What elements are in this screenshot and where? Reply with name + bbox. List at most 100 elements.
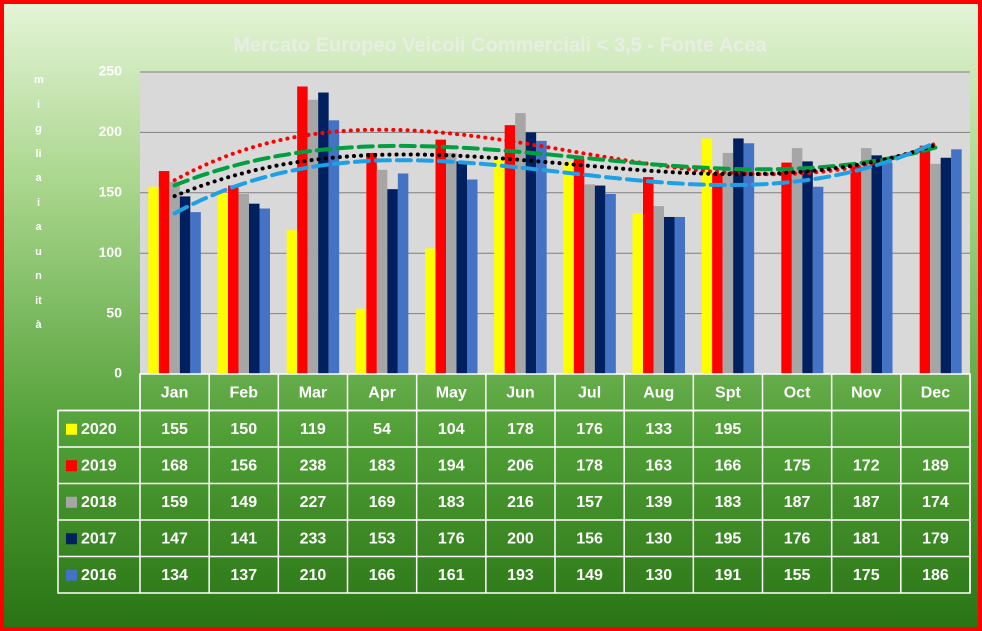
bar	[733, 138, 744, 374]
bar	[850, 166, 861, 374]
legend-label: 2020	[81, 421, 117, 438]
bar	[573, 158, 585, 374]
bar	[515, 113, 526, 375]
bar	[632, 213, 643, 374]
table-value: 172	[853, 457, 880, 474]
table-value: 139	[645, 494, 672, 511]
table-value: 161	[438, 567, 465, 584]
table-value: 163	[645, 457, 672, 474]
legend-key	[66, 460, 77, 472]
y-tick-label: 200	[99, 123, 123, 139]
bar	[366, 152, 377, 374]
bar	[249, 203, 260, 374]
bar	[238, 194, 249, 374]
x-tick-label: Nov	[851, 384, 881, 401]
bar	[605, 194, 616, 374]
x-tick-label: May	[436, 384, 467, 401]
table-value: 176	[784, 530, 811, 547]
table-value: 178	[507, 421, 534, 438]
table-value: 189	[922, 457, 949, 474]
table-value: 187	[784, 494, 811, 511]
y-tick-label: 250	[99, 63, 123, 79]
table-value: 137	[230, 567, 257, 584]
bar	[584, 184, 595, 374]
bar	[940, 157, 952, 374]
y-tick-label: 0	[114, 365, 122, 381]
table-value: 119	[300, 421, 326, 438]
y-tick-label: 50	[106, 304, 122, 320]
bar	[802, 161, 813, 374]
x-tick-label: Feb	[230, 384, 259, 401]
bar	[871, 155, 882, 374]
bar	[446, 152, 457, 374]
table-value: 193	[507, 567, 534, 584]
bar	[594, 185, 606, 374]
table-value: 166	[369, 567, 396, 584]
trendline	[172, 143, 938, 188]
bar	[701, 138, 713, 374]
table-value: 150	[230, 421, 257, 438]
bar	[812, 186, 824, 374]
x-tick-label: Jul	[578, 384, 601, 401]
table-value: 174	[922, 494, 949, 511]
table-value: 176	[438, 530, 465, 547]
x-tick-label: Spt	[715, 384, 741, 401]
bar	[179, 196, 191, 374]
table-value: 187	[853, 494, 880, 511]
bar	[504, 125, 516, 374]
bar	[643, 177, 654, 374]
plot-area	[140, 72, 970, 374]
table-value: 176	[576, 421, 603, 438]
bar	[467, 179, 478, 374]
table-value: 130	[645, 530, 672, 547]
table-value: 216	[507, 494, 534, 511]
bar	[919, 145, 931, 374]
bar	[951, 149, 962, 374]
bar	[722, 152, 734, 374]
bar	[563, 161, 574, 374]
bar	[743, 143, 755, 374]
bar	[712, 173, 723, 374]
legend-label: 2018	[81, 494, 117, 511]
table-value: 155	[161, 421, 188, 438]
legend-label: 2017	[81, 530, 117, 547]
bar	[397, 173, 409, 374]
bar	[307, 99, 319, 374]
table-value: 175	[853, 567, 880, 584]
legend-label: 2019	[81, 457, 117, 474]
x-tick-label: Oct	[784, 384, 811, 401]
legend-key	[66, 569, 77, 581]
bar	[259, 208, 270, 374]
trendline	[172, 140, 938, 216]
trendline	[172, 143, 938, 199]
bar	[387, 189, 398, 374]
bar	[664, 216, 675, 374]
bar	[425, 248, 436, 374]
table-value: 227	[300, 494, 327, 511]
table-value: 156	[230, 457, 257, 474]
x-tick-label: Mar	[299, 384, 327, 401]
table-value: 149	[230, 494, 257, 511]
bar	[286, 230, 298, 374]
table-value: 210	[300, 567, 327, 584]
table-value: 200	[507, 530, 534, 547]
table-value: 147	[161, 530, 188, 547]
legend-key	[66, 496, 77, 508]
table-value: 183	[438, 494, 465, 511]
bar	[297, 86, 308, 374]
table-value: 206	[507, 457, 534, 474]
bar	[318, 92, 329, 374]
bar	[930, 163, 941, 374]
legend-label: 2016	[81, 567, 117, 584]
x-tick-label: Jan	[161, 384, 189, 401]
bar	[494, 158, 505, 374]
bar	[781, 162, 792, 374]
bar	[158, 171, 170, 374]
bar	[791, 148, 803, 374]
table-value: 233	[300, 530, 327, 547]
table-value: 175	[784, 457, 811, 474]
table-value: 153	[369, 530, 396, 547]
bar	[169, 181, 180, 374]
bar	[674, 216, 685, 374]
table-value: 155	[784, 567, 811, 584]
